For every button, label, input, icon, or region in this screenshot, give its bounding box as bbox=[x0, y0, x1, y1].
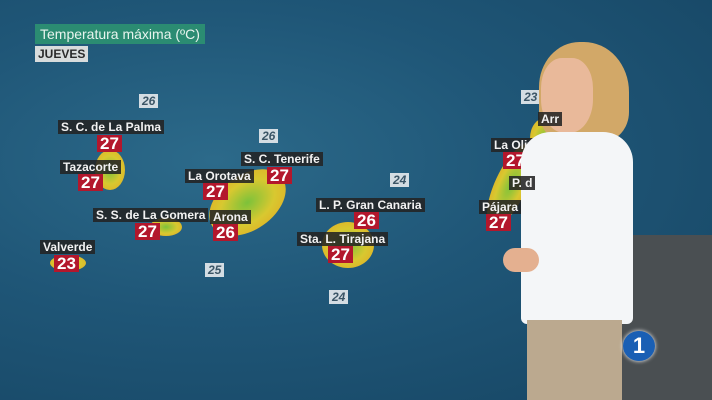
city-label: Valverde bbox=[40, 240, 96, 254]
channel-logo: 1 bbox=[623, 331, 655, 361]
city-label: P. d bbox=[509, 176, 536, 190]
map-title: Temperatura máxima (ºC) bbox=[35, 24, 205, 44]
sea-temp: 24 bbox=[390, 173, 410, 187]
city-temp: 27 bbox=[135, 223, 160, 240]
day-label: JUEVES bbox=[35, 46, 89, 62]
presenter-trousers bbox=[527, 320, 622, 400]
city-temp: 27 bbox=[486, 214, 511, 231]
city-label: La Orotava bbox=[185, 169, 254, 183]
city-temp: 27 bbox=[328, 246, 353, 263]
city-temp: 26 bbox=[354, 212, 379, 229]
city-temp: 26 bbox=[213, 224, 238, 241]
sea-temp: 26 bbox=[259, 129, 279, 143]
city-temp: 27 bbox=[203, 183, 228, 200]
city-label: Tazacorte bbox=[60, 160, 122, 174]
city-label: Arr bbox=[538, 112, 563, 126]
city-label: Sta. L. Tirajana bbox=[297, 232, 389, 246]
city-temp: 23 bbox=[54, 255, 79, 272]
city-label: S. S. de La Gomera bbox=[93, 208, 209, 222]
presenter-hands bbox=[503, 248, 539, 272]
sea-temp: 25 bbox=[205, 263, 225, 277]
city-label: S. C. de La Palma bbox=[58, 120, 165, 134]
presenter bbox=[495, 40, 635, 400]
city-temp: 27 bbox=[78, 174, 103, 191]
sea-temp: 23 bbox=[521, 90, 541, 104]
city-label: L. P. Gran Canaria bbox=[316, 198, 425, 212]
city-label: Pájara bbox=[479, 200, 522, 214]
city-temp: 27 bbox=[97, 135, 122, 152]
sea-temp: 24 bbox=[329, 290, 349, 304]
city-label: S. C. Tenerife bbox=[241, 152, 323, 166]
city-label: Arona bbox=[210, 210, 251, 224]
city-temp: 27 bbox=[267, 167, 292, 184]
presenter-shirt bbox=[521, 132, 633, 324]
sea-temp: 26 bbox=[139, 94, 159, 108]
